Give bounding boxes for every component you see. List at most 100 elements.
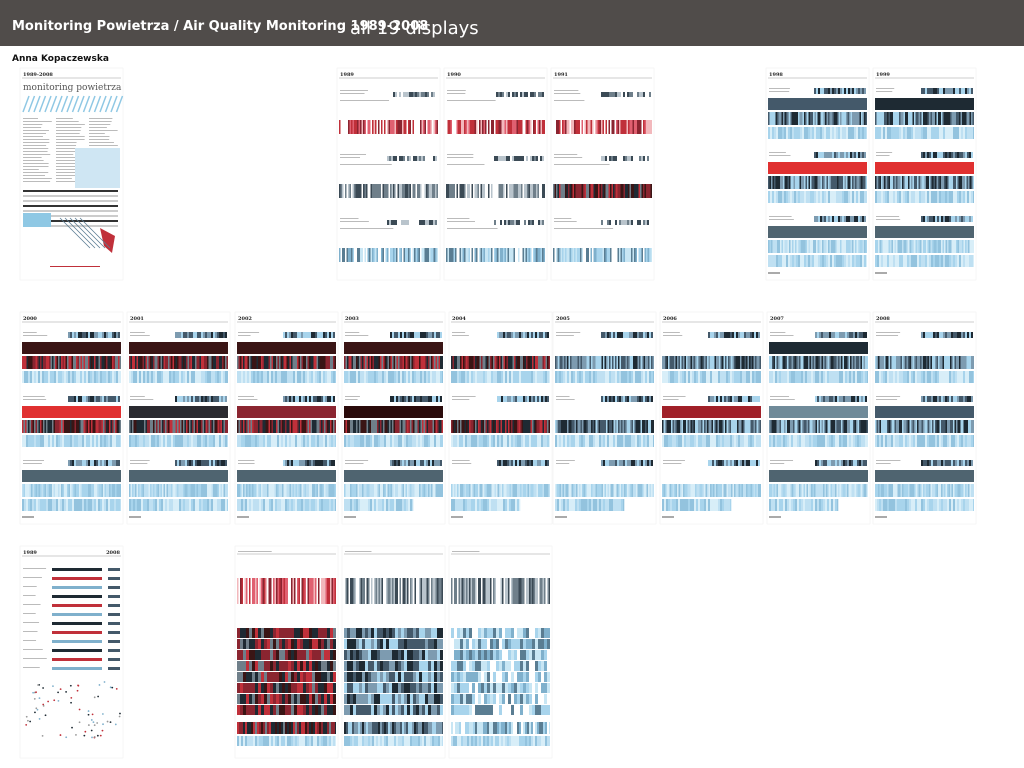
barcode-stripe <box>517 460 519 466</box>
barcode-stripe <box>737 484 739 497</box>
barcode-stripe <box>267 499 269 511</box>
barcode-stripe <box>190 484 192 497</box>
barcode-stripe <box>716 420 718 433</box>
barcode-stripe <box>159 484 161 497</box>
barcode-stripe <box>201 435 203 447</box>
text-line <box>89 127 107 128</box>
barcode-stripe <box>46 484 48 497</box>
barcode-stripe <box>569 371 571 383</box>
barcode-stripe <box>747 484 749 497</box>
barcode-stripe <box>891 191 893 203</box>
barcode-stripe <box>132 484 134 497</box>
barcode-stripe <box>953 216 955 222</box>
barcode-stripe <box>458 420 460 433</box>
barcode-stripe <box>246 484 248 497</box>
display-thumbnail[interactable]: 2003 <box>341 311 446 525</box>
barcode-stripe <box>396 120 398 134</box>
barcode-stripe <box>387 220 389 225</box>
display-thumbnail[interactable]: 2006 <box>659 311 764 525</box>
barcode-stripe <box>883 191 885 203</box>
barcode-stripe <box>947 127 949 139</box>
barcode-stripe <box>627 435 629 447</box>
barcode-stripe <box>604 484 606 497</box>
barcode-stripe <box>94 396 96 402</box>
barcode-stripe <box>863 332 865 338</box>
barcode-stripe <box>204 356 206 369</box>
barcode-stripe <box>515 499 517 511</box>
barcode-stripe <box>841 332 843 338</box>
barcode-stripe <box>535 396 537 402</box>
display-thumbnail[interactable]: 2007 <box>766 311 871 525</box>
barcode-stripe <box>943 255 945 267</box>
barcode-stripe <box>963 240 965 253</box>
barcode-stripe <box>865 371 867 383</box>
barcode-stripe <box>265 371 267 383</box>
barcode-stripe <box>509 499 511 511</box>
barcode-stripe <box>635 120 637 134</box>
display-thumbnail[interactable]: 1990 <box>443 67 548 281</box>
barcode-stripe <box>678 484 680 497</box>
barcode-stripe <box>744 460 746 466</box>
barcode-stripe <box>965 112 967 125</box>
barcode-stripe <box>567 420 569 433</box>
barcode-stripe <box>840 216 842 222</box>
barcode-stripe <box>713 484 715 497</box>
barcode-stripe <box>513 332 515 338</box>
barcode-stripe <box>331 435 333 447</box>
barcode-stripe <box>400 460 402 466</box>
barcode-stripe <box>774 191 776 203</box>
display-thumbnail[interactable]: 1989 <box>336 67 441 281</box>
barcode-stripe <box>814 191 816 203</box>
text-line <box>23 139 50 140</box>
barcode-stripe <box>539 356 541 369</box>
barcode-stripe <box>500 248 502 262</box>
barcode-stripe <box>613 499 615 511</box>
barcode-stripe <box>217 420 219 433</box>
barcode-stripe <box>293 371 295 383</box>
display-thumbnail[interactable]: 2005 <box>552 311 657 525</box>
barcode-stripe <box>943 127 945 139</box>
barcode-stripe <box>931 255 933 267</box>
barcode-stripe <box>169 484 171 497</box>
barcode-stripe <box>420 396 422 402</box>
display-thumbnail[interactable]: 2001 <box>126 311 231 525</box>
barcode-stripe <box>738 396 740 402</box>
display-thumbnail[interactable]: 2000 <box>19 311 124 525</box>
barcode-stripe <box>80 435 82 447</box>
barcode-stripe <box>315 420 317 433</box>
barcode-stripe <box>304 484 306 497</box>
display-thumbnail[interactable]: 2004 <box>448 311 553 525</box>
barcode-stripe <box>852 112 854 125</box>
barcode-stripe <box>707 356 709 369</box>
display-thumbnail[interactable]: 1999 <box>872 67 977 281</box>
barcode-stripe <box>462 184 464 198</box>
barcode-stripe <box>487 484 489 497</box>
barcode-stripe <box>755 420 757 433</box>
barcode-stripe <box>148 420 150 433</box>
barcode-stripe <box>539 460 541 466</box>
display-thumbnail[interactable]: 1991 <box>550 67 655 281</box>
barcode-stripe <box>732 332 734 338</box>
barcode-stripe <box>848 152 850 158</box>
display-thumbnail[interactable]: 2002 <box>234 311 339 525</box>
barcode-stripe <box>461 184 463 198</box>
barcode-stripe <box>955 216 957 222</box>
barcode-stripe <box>386 420 388 433</box>
barcode-stripe <box>815 356 817 369</box>
barcode-stripe <box>483 120 485 134</box>
barcode-stripe <box>522 248 524 262</box>
barcode-stripe <box>424 332 426 338</box>
barcode-stripe <box>603 356 605 369</box>
barcode-stripe <box>36 499 38 511</box>
barcode-stripe <box>227 435 228 447</box>
barcode-stripe <box>396 248 398 262</box>
barcode-stripe <box>463 371 465 383</box>
barcode-stripe <box>404 435 406 447</box>
barcode-stripe <box>927 152 929 158</box>
barcode-stripe <box>465 248 467 262</box>
barcode-stripe <box>517 332 519 338</box>
barcode-stripe <box>852 152 854 158</box>
barcode-stripe <box>863 371 865 383</box>
display-thumbnail[interactable]: 1998 <box>765 67 870 281</box>
